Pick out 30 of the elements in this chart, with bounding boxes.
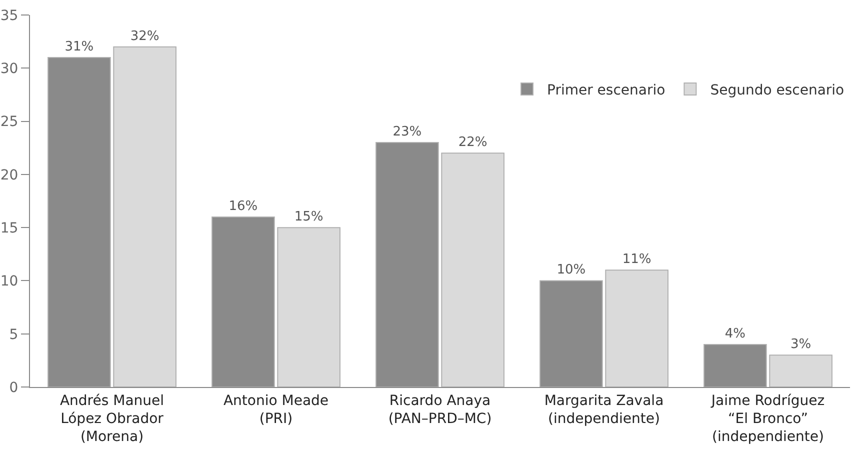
x-tick-label: Jaime Rodríguez “El Bronco” (independiente): [710, 392, 825, 446]
y-tick-label: 10: [0, 274, 18, 290]
legend-label: Primer escenario: [547, 82, 666, 98]
bar: [769, 354, 832, 387]
x-tick-label: Ricardo Anaya (PAN–PRD–MC): [388, 392, 492, 427]
data-label: 15%: [294, 210, 324, 225]
y-tick-label: 20: [0, 167, 18, 184]
y-tick-label: 30: [0, 61, 18, 78]
y-tick-label: 35: [0, 8, 18, 24]
data-label: 10%: [556, 262, 586, 278]
bar: [277, 227, 340, 387]
data-label: 31%: [64, 40, 94, 55]
data-label: 22%: [458, 135, 488, 150]
data-label: 32%: [130, 28, 160, 44]
data-label: 3%: [790, 337, 812, 352]
bar: [605, 270, 668, 387]
x-tick-label: Andrés Manuel López Obrador (Morena): [60, 392, 164, 446]
data-label: 4%: [724, 326, 746, 342]
y-tick-label: 15: [0, 220, 18, 236]
legend-label: Segundo escenario: [710, 82, 844, 98]
y-tick-label: 0: [9, 380, 18, 396]
data-label: 16%: [228, 198, 258, 214]
bar: [441, 152, 504, 387]
x-tick-label: Margarita Zavala (independiente): [544, 392, 664, 427]
x-tick-label: Antonio Meade (PRI): [223, 392, 329, 427]
y-tick-label: 5: [9, 326, 18, 343]
data-label: 23%: [392, 124, 422, 140]
y-tick-label: 25: [0, 114, 18, 130]
bar: [113, 46, 176, 387]
data-label: 11%: [622, 252, 652, 268]
